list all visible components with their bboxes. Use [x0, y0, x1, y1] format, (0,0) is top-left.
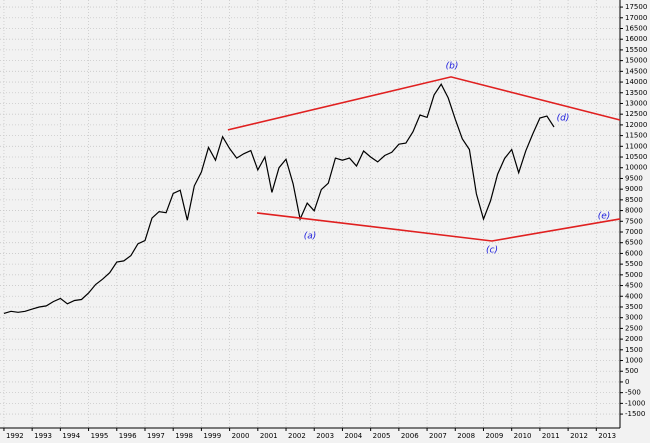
x-tick-label: 1997 — [147, 432, 165, 440]
wave-label: (c) — [486, 246, 498, 256]
y-tick-label: 10000 — [625, 164, 647, 172]
x-tick-label: 1994 — [62, 432, 80, 440]
x-tick-label: 2002 — [288, 432, 306, 440]
y-tick-label: 17000 — [625, 14, 647, 22]
y-tick-label: 6500 — [625, 239, 643, 247]
wave-label: (e) — [598, 212, 611, 222]
y-tick-label: 11000 — [625, 142, 647, 150]
x-tick-label: 1995 — [91, 432, 109, 440]
y-tick-label: 1000 — [625, 357, 643, 365]
x-tick-label: 2010 — [514, 432, 532, 440]
wave-label: (b) — [446, 62, 459, 72]
y-tick-label: 8000 — [625, 207, 643, 215]
x-tick-label: 2009 — [485, 432, 503, 440]
trendline — [256, 212, 621, 242]
x-tick-label: 1998 — [175, 432, 193, 440]
trendline — [227, 76, 621, 131]
x-tick-label: 1999 — [203, 432, 221, 440]
y-tick-label: 7500 — [625, 217, 643, 225]
y-tick-label: 15500 — [625, 46, 647, 54]
y-tick-label: 3500 — [625, 303, 643, 311]
x-tick-label: 2013 — [598, 432, 616, 440]
x-tick-label: 2007 — [429, 432, 447, 440]
x-tick-label: 2004 — [344, 432, 362, 440]
y-tick-label: 6000 — [625, 249, 643, 257]
wave-label: (d) — [557, 114, 570, 124]
x-tick-label: 2003 — [316, 432, 334, 440]
y-tick-label: 13500 — [625, 89, 647, 97]
y-tick-label: -500 — [625, 389, 641, 397]
x-tick-label: 1996 — [119, 432, 137, 440]
y-tick-label: -1500 — [625, 410, 645, 418]
wave-label: (a) — [304, 232, 317, 242]
y-tick-label: 9500 — [625, 174, 643, 182]
x-tick-label: 2011 — [542, 432, 560, 440]
y-tick-label: 11500 — [625, 132, 647, 140]
y-tick-label: 4500 — [625, 282, 643, 290]
y-tick-label: 5500 — [625, 260, 643, 268]
y-tick-label: 17500 — [625, 3, 647, 11]
y-tick-label: 2500 — [625, 324, 643, 332]
x-tick-label: 1992 — [6, 432, 24, 440]
price-line — [3, 83, 555, 314]
y-tick-label: 1500 — [625, 346, 643, 354]
y-tick-label: 500 — [625, 367, 638, 375]
y-tick-label: -1000 — [625, 399, 645, 407]
y-tick-label: 12500 — [625, 110, 647, 118]
y-tick-label: 5000 — [625, 271, 643, 279]
x-tick-label: 2005 — [373, 432, 391, 440]
y-tick-label: 0 — [625, 378, 629, 386]
y-tick-label: 2000 — [625, 335, 643, 343]
y-tick-label: 16500 — [625, 24, 647, 32]
x-tick-label: 2008 — [457, 432, 475, 440]
y-tick-label: 4000 — [625, 292, 643, 300]
y-tick-label: 3000 — [625, 314, 643, 322]
y-tick-label: 13000 — [625, 99, 647, 107]
y-tick-label: 16000 — [625, 35, 647, 43]
x-tick-label: 2012 — [570, 432, 588, 440]
y-tick-label: 7000 — [625, 228, 643, 236]
y-tick-label: 10500 — [625, 153, 647, 161]
x-tick-label: 2001 — [260, 432, 278, 440]
y-tick-label: 8500 — [625, 196, 643, 204]
y-tick-label: 14500 — [625, 67, 647, 75]
y-tick-label: 12000 — [625, 121, 647, 129]
x-tick-label: 2006 — [401, 432, 419, 440]
x-tick-label: 1993 — [34, 432, 52, 440]
y-tick-label: 9000 — [625, 185, 643, 193]
y-tick-label: 14000 — [625, 78, 647, 86]
x-tick-label: 2000 — [232, 432, 250, 440]
y-tick-label: 15000 — [625, 57, 647, 65]
